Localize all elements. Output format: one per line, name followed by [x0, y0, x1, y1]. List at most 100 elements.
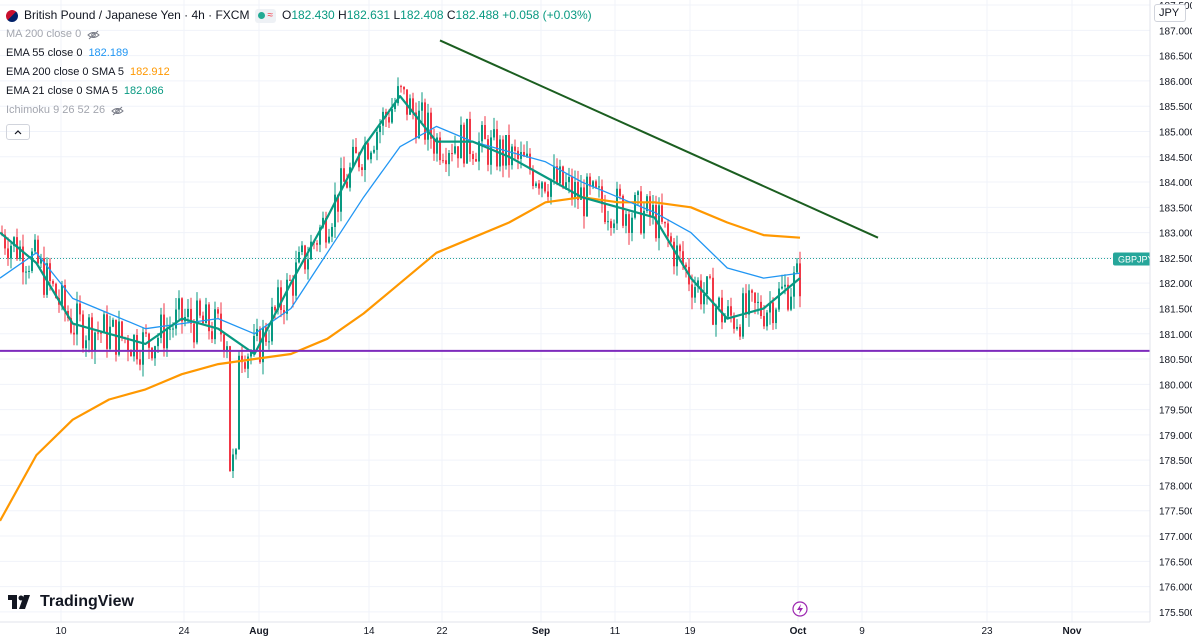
candle-body — [40, 258, 42, 264]
candle-body — [175, 309, 177, 329]
candle-body — [439, 137, 441, 161]
candle-body — [577, 181, 579, 200]
chart-grid — [0, 0, 1150, 622]
candle-body — [52, 281, 54, 284]
market-open-icon — [258, 12, 266, 19]
candle-body — [373, 149, 375, 153]
price-tick-label: 183.000 — [1159, 229, 1192, 240]
currency-label: JPY — [1159, 7, 1180, 19]
candle-body — [388, 117, 390, 123]
candle-body — [748, 290, 750, 315]
indicator-ema200[interactable]: EMA 200 close 0 SMA 5 182.912 — [6, 63, 592, 82]
candle-body — [193, 323, 195, 343]
currency-selector[interactable]: JPY — [1154, 4, 1186, 22]
candle-body — [199, 300, 201, 316]
candle-body — [226, 346, 228, 352]
candle-body — [244, 362, 246, 369]
indicator-ema55[interactable]: EMA 55 close 0 182.189 — [6, 44, 592, 63]
candle-body — [202, 315, 204, 324]
candle-body — [292, 279, 294, 296]
indicator-ichimoku[interactable]: Ichimoku 9 26 52 26 — [6, 101, 592, 120]
candle-body — [571, 176, 573, 199]
candle-body — [139, 359, 141, 365]
candle-body — [562, 166, 564, 188]
candle-body — [325, 217, 327, 243]
candle-body — [310, 241, 312, 260]
indicator-ema21[interactable]: EMA 21 close 0 SMA 5 182.086 — [6, 82, 592, 101]
candle-body — [190, 308, 192, 324]
candle-body — [619, 188, 621, 196]
candle-body — [670, 236, 672, 242]
candle-body — [511, 146, 513, 166]
candle-body — [586, 176, 588, 217]
candle-body — [61, 285, 63, 305]
candle-body — [64, 285, 66, 311]
candle-body — [751, 290, 753, 293]
candle-body — [628, 214, 630, 233]
candle-body — [445, 160, 447, 165]
flag-icon — [6, 9, 18, 22]
symbol-title[interactable]: British Pound / Japanese Yen · 4h · FXCM — [24, 8, 250, 22]
candle-body — [490, 137, 492, 165]
candle-body — [475, 159, 477, 162]
symbol-row: British Pound / Japanese Yen · 4h · FXCM… — [6, 6, 592, 25]
price-tick-label: 184.000 — [1159, 178, 1192, 189]
candle-body — [334, 194, 336, 227]
candle-body — [286, 279, 288, 314]
candle-body — [766, 312, 768, 327]
candle-body — [268, 341, 270, 343]
candle-body — [529, 153, 531, 170]
price-tick-label: 186.500 — [1159, 52, 1192, 63]
candle-body — [73, 332, 75, 335]
candle-body — [469, 118, 471, 155]
eye-hidden-icon[interactable] — [87, 30, 100, 40]
candle-body — [211, 331, 213, 340]
chevron-up-icon — [14, 129, 22, 134]
candle-body — [451, 153, 453, 155]
collapse-legend-button[interactable] — [6, 124, 30, 140]
candle-body — [706, 276, 708, 295]
candle-body — [781, 286, 783, 289]
candle-body — [775, 309, 777, 324]
tradingview-logo[interactable]: TradingView — [8, 593, 134, 611]
price-tick-label: 182.000 — [1159, 279, 1192, 290]
candle-body — [94, 332, 96, 352]
price-tick-label: 186.000 — [1159, 77, 1192, 88]
candle-body — [622, 195, 624, 226]
candle-body — [457, 146, 459, 159]
eye-hidden-icon[interactable] — [111, 106, 124, 116]
candle-body — [421, 102, 423, 111]
candle-body — [4, 234, 6, 249]
candle-body — [298, 251, 300, 263]
time-tick-label: 24 — [178, 626, 190, 637]
events-icon[interactable] — [792, 601, 808, 617]
candle-body — [322, 217, 324, 228]
indicator-lines — [0, 94, 801, 522]
candle-body — [352, 146, 354, 168]
candle-body — [181, 298, 183, 322]
candle-body — [487, 139, 489, 165]
candle-body — [448, 153, 450, 165]
trendline[interactable] — [439, 39, 879, 239]
market-status-pill[interactable]: ≈ — [255, 8, 276, 23]
candle-body — [232, 454, 234, 472]
brand-name: TradingView — [40, 593, 134, 610]
candle-body — [247, 356, 249, 369]
indicator-ma200[interactable]: MA 200 close 0 — [6, 25, 592, 44]
time-tick-label: Oct — [790, 626, 807, 637]
price-tick-label: 185.000 — [1159, 127, 1192, 138]
candle-body — [430, 112, 432, 139]
candle-body — [49, 263, 51, 282]
price-tick-label: 176.500 — [1159, 557, 1192, 568]
candle-body — [76, 303, 78, 335]
candle-body — [523, 152, 525, 157]
candle-body — [7, 248, 9, 259]
candle-body — [658, 205, 660, 239]
candle-body — [685, 264, 687, 267]
candle-body — [472, 154, 474, 160]
candle-body — [667, 223, 669, 237]
candle-body — [142, 332, 144, 365]
candle-body — [502, 139, 504, 166]
candle-body — [115, 319, 117, 355]
